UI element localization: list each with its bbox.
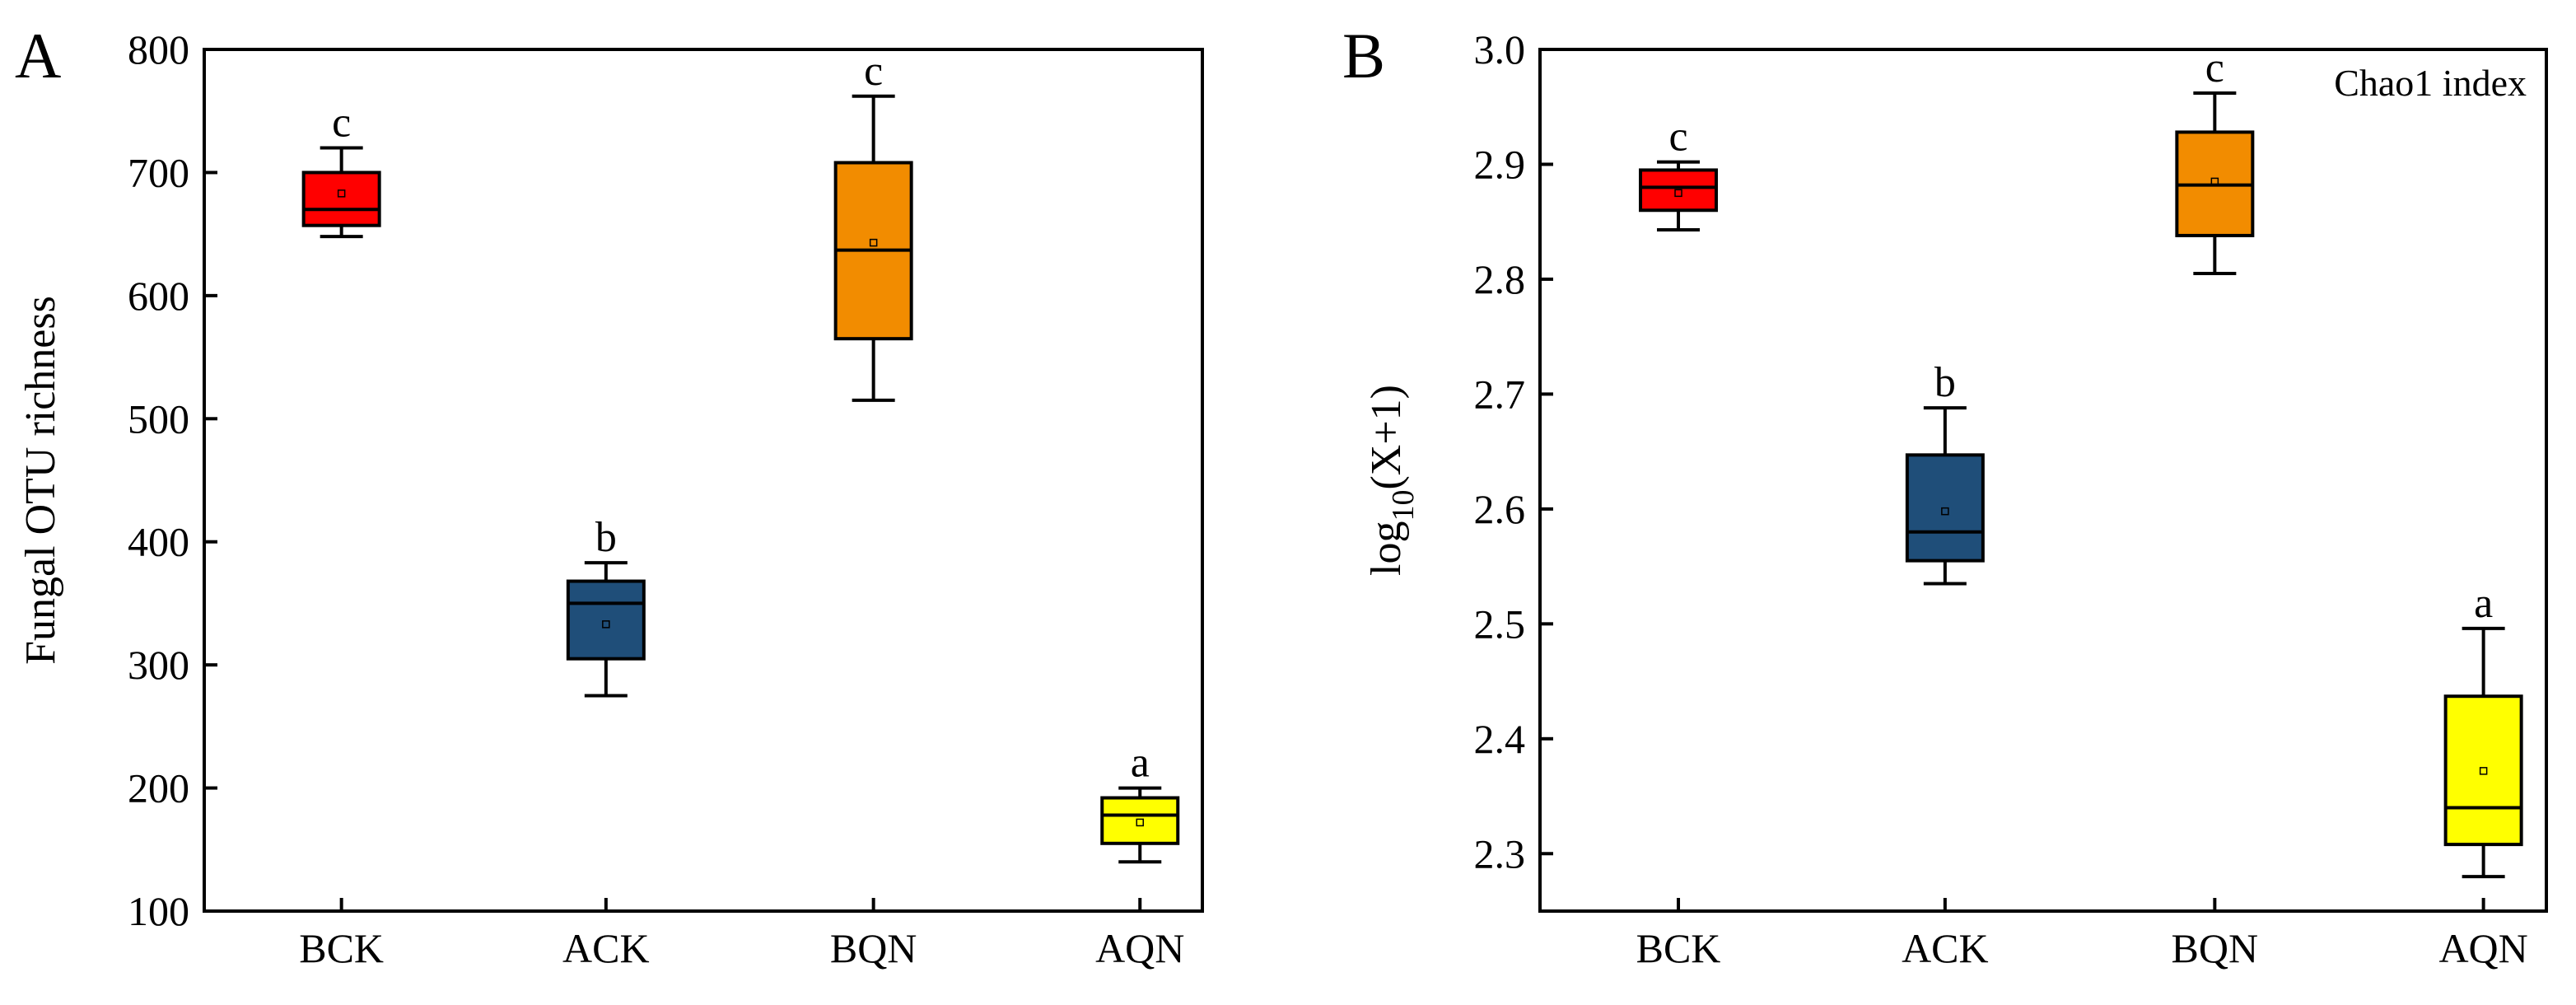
y-tick-label: 500: [128, 395, 189, 442]
x-tick-label-aqn: AQN: [2438, 925, 2527, 971]
x-tick-label-bck: BCK: [299, 925, 384, 971]
plot-frame: [1538, 48, 2548, 913]
x-tick-label-ack: ACK: [1902, 925, 1989, 971]
mean-marker: [1136, 818, 1144, 827]
x-tick-label-aqn: AQN: [1095, 925, 1184, 971]
panel-letter: B: [1342, 20, 1385, 91]
y-tick-label: 2.5: [1474, 601, 1526, 647]
mean-marker: [602, 620, 610, 629]
y-tick-label: 2.9: [1474, 141, 1526, 187]
box-aqn: a: [1100, 740, 1180, 864]
significance-letter: a: [2474, 580, 2493, 627]
y-tick-label: 2.8: [1474, 256, 1526, 302]
y-axis-title-rest: (X+1): [1363, 385, 1410, 490]
box-bck: c: [1639, 114, 1719, 231]
mean-marker: [1674, 189, 1682, 198]
mean-marker: [2479, 767, 2488, 775]
box-body: [566, 579, 646, 661]
box-ack: b: [1905, 359, 1985, 586]
y-tick-label: 2.7: [1474, 371, 1526, 417]
box-ack: b: [566, 514, 646, 698]
y-tick-label: 600: [128, 273, 189, 319]
y-tick-label: 2.3: [1474, 830, 1526, 876]
y-axis-title-sub: 10: [1386, 490, 1421, 521]
y-tick-label: 2.6: [1474, 486, 1526, 532]
mean-marker: [869, 238, 878, 247]
box-bck: c: [301, 100, 381, 239]
box-aqn: a: [2443, 580, 2523, 879]
x-tick-label-ack: ACK: [562, 925, 650, 971]
significance-letter: a: [1131, 740, 1150, 787]
x-tick-label-bqn: BQN: [2172, 925, 2259, 971]
y-axis-title: Fungal OTU richness: [17, 296, 64, 665]
mean-marker: [1941, 507, 1949, 516]
y-axis-title-log: log: [1363, 521, 1410, 576]
x-tick-label-bck: BCK: [1636, 925, 1721, 971]
panel-b: 2.3 2.4 2.5 2.6 2.7 2.8 2.9 3.0 log10(X+1) BCK ACK…: [1342, 20, 2548, 971]
significance-letter: b: [595, 514, 617, 561]
panel-a: 100 200 300 400 500 600 700 800 Fungal OTU richn…: [15, 20, 1204, 971]
y-axis-title: log10(X+1): [1363, 385, 1421, 576]
significance-letter: c: [332, 100, 351, 147]
box-bqn: c: [2175, 44, 2255, 275]
box-body: [2443, 694, 2523, 847]
y-tick-label: 800: [128, 26, 189, 72]
y-tick-label: 3.0: [1474, 26, 1526, 72]
y-tick-label: 200: [128, 765, 189, 811]
y-tick-label: 2.4: [1474, 716, 1526, 762]
panel-letter: A: [15, 20, 61, 91]
index-annotation: Chao1 index: [2334, 62, 2527, 104]
x-tick-label-bqn: BQN: [830, 925, 917, 971]
mean-marker: [2210, 177, 2219, 186]
significance-letter: c: [2205, 44, 2224, 91]
plot-frame: [203, 48, 1204, 913]
mean-marker: [337, 189, 346, 198]
significance-letter: c: [1668, 114, 1687, 161]
y-tick-label: 100: [128, 888, 189, 934]
box-body: [301, 171, 381, 227]
y-tick-label: 400: [128, 519, 189, 565]
box-body: [1100, 796, 1180, 845]
y-tick-label: 300: [128, 642, 189, 688]
box-bqn: c: [833, 48, 913, 402]
significance-letter: c: [864, 48, 883, 95]
y-tick-label: 700: [128, 149, 189, 195]
significance-letter: b: [1934, 359, 1956, 406]
